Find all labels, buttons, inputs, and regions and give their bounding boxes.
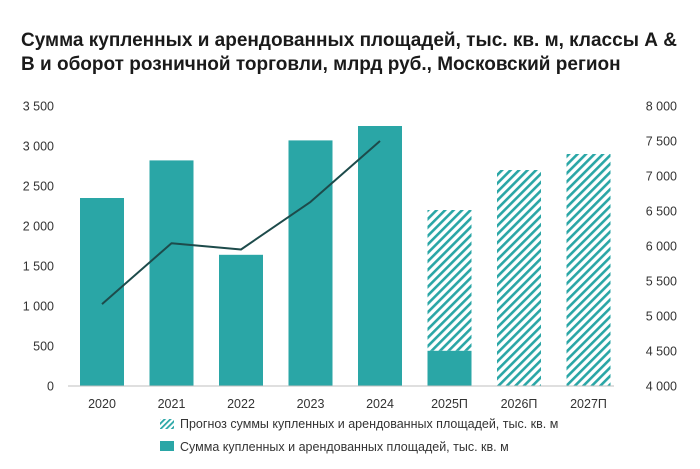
bar-actual (288, 140, 333, 386)
left-tick-label: 1 500 (23, 260, 54, 274)
line-layer (101, 140, 381, 305)
chart-title: Сумма купленных и арендованных площадей,… (21, 30, 677, 75)
legend-label-forecast: Прогноз суммы купленных и арендованных п… (180, 417, 558, 431)
legend: Прогноз суммы купленных и арендованных п… (160, 417, 558, 454)
left-tick-label: 2 000 (23, 220, 54, 234)
right-tick-label: 6 000 (646, 240, 677, 254)
turnover-line (101, 140, 381, 305)
bars-layer (80, 126, 611, 386)
left-tick-label: 3 000 (23, 140, 54, 154)
left-tick-label: 1 000 (23, 300, 54, 314)
x-tick-label: 2021 (158, 397, 186, 411)
right-tick-label: 7 500 (646, 135, 677, 149)
x-tick-label: 2025П (431, 397, 468, 411)
left-tick-label: 3 500 (23, 100, 54, 114)
legend-swatch-actual (160, 441, 174, 451)
right-tick-label: 8 000 (646, 100, 677, 114)
bar-forecast (566, 154, 611, 386)
x-tick-label: 2023 (297, 397, 325, 411)
bar-actual (358, 126, 402, 386)
legend-swatch-forecast (160, 419, 174, 429)
right-tick-label: 4 500 (646, 345, 677, 359)
left-tick-label: 2 500 (23, 180, 54, 194)
left-axis: 0 500 1 000 1 500 2 000 2 500 3 000 3 500 (23, 100, 54, 394)
right-tick-label: 6 500 (646, 205, 677, 219)
x-tick-label: 2022 (227, 397, 255, 411)
x-tick-label: 2024 (366, 397, 394, 411)
x-tick-label: 2026П (501, 397, 538, 411)
right-tick-label: 5 500 (646, 275, 677, 289)
x-tick-label: 2020 (88, 397, 116, 411)
right-tick-label: 4 000 (646, 380, 677, 394)
legend-label-actual: Сумма купленных и арендованных площадей,… (180, 440, 509, 454)
right-axis: 4 000 4 500 5 000 5 500 6 000 6 500 7 000 7 500… (646, 100, 677, 394)
left-tick-label: 0 (47, 380, 54, 394)
left-tick-label: 500 (33, 340, 54, 354)
bar-forecast (427, 210, 472, 351)
bar-actual (80, 198, 124, 386)
right-tick-label: 5 000 (646, 310, 677, 324)
bar-forecast (497, 170, 541, 386)
x-axis: 2020 2021 2022 2023 2024 2025П 2026П 2027П (88, 397, 607, 411)
bar-actual (219, 254, 263, 386)
bar-actual (149, 160, 194, 386)
bar-actual (427, 350, 472, 386)
x-tick-label: 2027П (570, 397, 607, 411)
right-tick-label: 7 000 (646, 170, 677, 184)
